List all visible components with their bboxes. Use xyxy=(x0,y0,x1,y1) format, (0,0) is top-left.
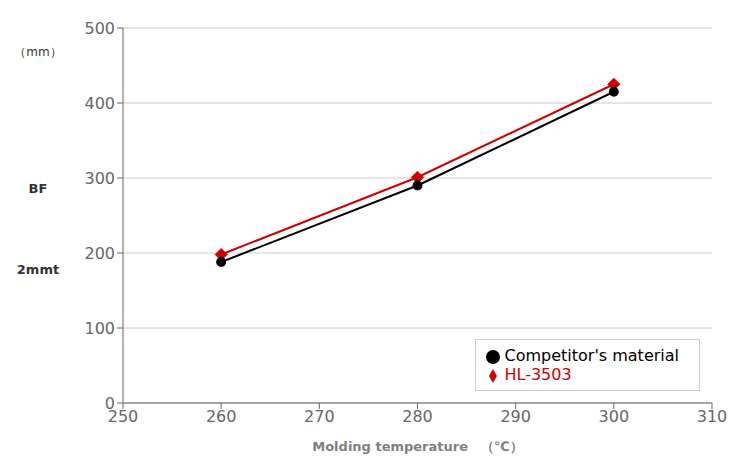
svg-text:200: 200 xyxy=(84,244,115,263)
html-text:HL-3503: HL-3503 xyxy=(504,365,572,384)
svg-text:Molding temperature （℃）: Molding temperature （℃） xyxy=(312,439,523,454)
html-text:BF: BF xyxy=(28,180,48,196)
html-text:2mmt: 2mmt xyxy=(16,261,60,277)
html-text:Competitor's material: Competitor's material xyxy=(504,346,679,365)
svg-text:300: 300 xyxy=(599,407,630,426)
svg-text:400: 400 xyxy=(84,94,115,113)
html-text:（mm）: （mm） xyxy=(14,45,62,59)
svg-text:290: 290 xyxy=(500,407,531,426)
svg-text:100: 100 xyxy=(84,319,115,338)
svg-text:500: 500 xyxy=(84,19,115,38)
svg-text:270: 270 xyxy=(304,407,335,426)
svg-text:280: 280 xyxy=(402,407,433,426)
svg-text:250: 250 xyxy=(107,407,139,427)
svg-text:0: 0 xyxy=(105,394,115,413)
svg-text:300: 300 xyxy=(84,169,115,188)
svg-text:310: 310 xyxy=(697,407,728,426)
svg-text:260: 260 xyxy=(206,407,237,426)
